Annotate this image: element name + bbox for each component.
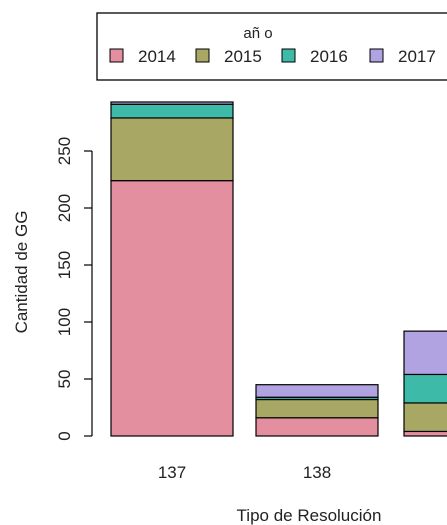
bar-segment-138-2014 bbox=[255, 417, 379, 437]
bar-segment-138-2017 bbox=[255, 384, 379, 398]
legend-label-2016: 2016 bbox=[310, 47, 348, 66]
bar-segment-139-2017 bbox=[403, 330, 447, 376]
x-tick-label-138: 138 bbox=[303, 463, 331, 482]
x-axis-labels: 137 138 bbox=[158, 463, 331, 482]
bars bbox=[110, 101, 447, 437]
x-tick-label-137: 137 bbox=[158, 463, 186, 482]
y-axis-title: Cantidad de GG bbox=[12, 211, 31, 334]
legend-key-2016 bbox=[281, 48, 296, 63]
bar-segment-139-2014 bbox=[403, 430, 447, 437]
y-tick-label: 100 bbox=[55, 308, 74, 336]
bar-segment-139-2016 bbox=[403, 373, 447, 404]
y-tick-label: 150 bbox=[55, 251, 74, 279]
y-tick-label: 50 bbox=[55, 370, 74, 389]
legend-label-2015: 2015 bbox=[224, 47, 262, 66]
x-axis-title: Tipo de Resolución bbox=[237, 506, 382, 525]
bar-segment-139-2015 bbox=[403, 402, 447, 433]
bar-segment-137-2016 bbox=[110, 103, 234, 119]
legend-title: añ o bbox=[243, 25, 272, 42]
y-axis: 0 50 100 150 200 250 bbox=[55, 137, 93, 441]
y-tick-label: 250 bbox=[55, 137, 74, 165]
legend-key-2014 bbox=[109, 48, 124, 63]
legend-key-2015 bbox=[195, 48, 210, 63]
y-tick-label: 200 bbox=[55, 194, 74, 222]
legend-box bbox=[96, 12, 447, 81]
bar-segment-137-2017 bbox=[110, 101, 234, 105]
legend-label-2014: 2014 bbox=[138, 47, 176, 66]
y-tick-label: 0 bbox=[55, 431, 74, 440]
legend: añ o 2014 2015 2016 2017 bbox=[96, 12, 447, 81]
bar-segment-138-2015 bbox=[255, 398, 379, 419]
legend-label-2017: 2017 bbox=[398, 47, 436, 66]
legend-items: 2014 2015 2016 2017 bbox=[109, 47, 436, 66]
bar-segment-137-2014 bbox=[110, 180, 234, 437]
bar-segment-137-2015 bbox=[110, 117, 234, 182]
legend-key-2017 bbox=[369, 48, 384, 63]
